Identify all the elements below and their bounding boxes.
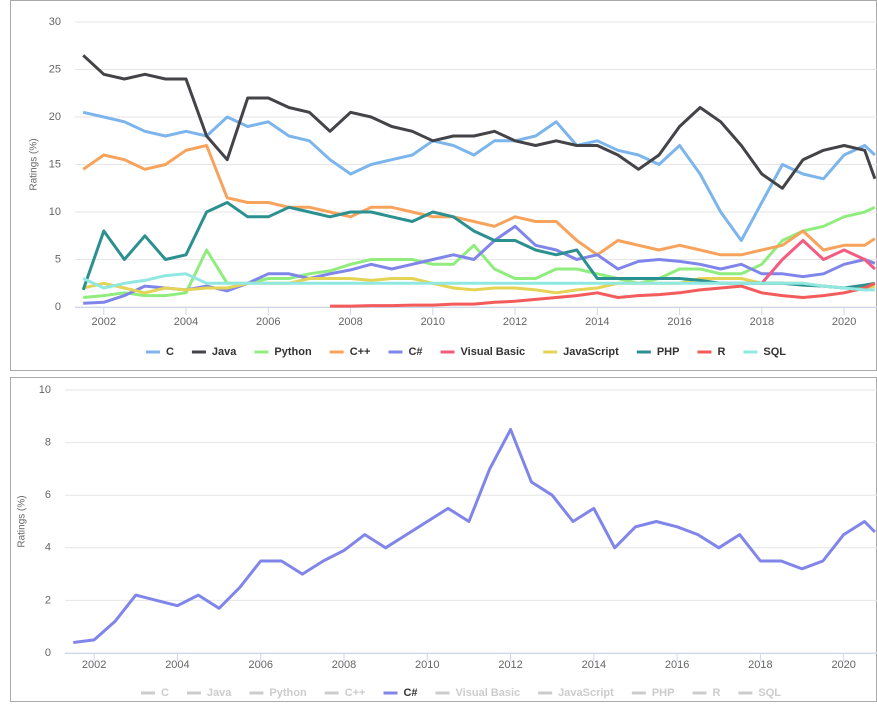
legend-item[interactable]: JavaScript	[538, 687, 614, 699]
y-tick-label: 6	[45, 489, 51, 501]
series-line	[82, 144, 876, 257]
legend-item[interactable]: C++	[329, 346, 371, 358]
y-tick-label: 30	[49, 16, 61, 28]
legend-label: R	[717, 346, 725, 358]
legend-label: JavaScript	[563, 346, 619, 358]
legend-label: Java	[212, 346, 237, 358]
series-line	[82, 277, 876, 295]
series-line	[82, 110, 876, 242]
x-tick-label: 2002	[92, 316, 116, 328]
legend-item[interactable]: R	[692, 687, 720, 699]
legend-label: Python	[269, 687, 307, 699]
legend-item[interactable]: Python	[249, 687, 307, 699]
series-line	[330, 281, 876, 308]
x-tick-label: 2018	[748, 659, 772, 671]
legend-label: PHP	[652, 687, 675, 699]
legend-label: C	[166, 346, 174, 358]
x-tick-label: 2014	[585, 316, 609, 328]
legend-label: C#	[403, 687, 417, 699]
x-tick-label: 2006	[248, 659, 272, 671]
y-tick-label: 15	[49, 158, 61, 170]
y-tick-label: 20	[49, 111, 61, 123]
legend-item[interactable]: Python	[254, 346, 312, 358]
series-line	[82, 272, 875, 292]
legend-item[interactable]: Visual Basic	[435, 687, 521, 699]
x-tick-label: 2010	[421, 316, 445, 328]
y-tick-label: 10	[39, 384, 51, 396]
y-tick-label: 5	[55, 253, 61, 265]
x-tick-label: 2016	[665, 659, 689, 671]
x-tick-label: 2004	[165, 659, 189, 671]
y-tick-label: 10	[49, 206, 61, 218]
legend-item[interactable]: PHP	[636, 346, 680, 358]
x-tick-label: 2012	[498, 659, 522, 671]
legend-label: C++	[350, 346, 371, 358]
y-axis-title: Ratings (%)	[17, 495, 28, 547]
legend-item[interactable]: JavaScript	[543, 346, 619, 358]
legend-item[interactable]: Visual Basic	[440, 346, 526, 358]
legend-item[interactable]: Java	[191, 346, 237, 358]
series-line	[760, 239, 876, 285]
x-tick-label: 2012	[503, 316, 527, 328]
legend-label: C#	[408, 346, 422, 358]
legend-label: Visual Basic	[456, 687, 521, 699]
legend-label: Python	[274, 346, 312, 358]
x-tick-label: 2018	[750, 316, 774, 328]
legend-item[interactable]: SQL	[738, 687, 781, 699]
y-tick-label: 8	[45, 437, 51, 449]
x-tick-label: 2002	[82, 659, 106, 671]
y-tick-label: 4	[45, 542, 51, 554]
x-tick-label: 2008	[332, 659, 356, 671]
legend-item[interactable]: PHP	[631, 687, 675, 699]
y-tick-label: 0	[45, 647, 51, 659]
series-line	[73, 428, 876, 644]
y-axis-title: Ratings (%)	[29, 138, 40, 190]
legend: C Java Python C++ C# Visual Basic JavaScript PH…	[140, 687, 781, 699]
legend-label: JavaScript	[558, 687, 614, 699]
legend-label: Visual Basic	[461, 346, 526, 358]
legend-item[interactable]: C#	[383, 687, 418, 699]
legend-item[interactable]: C	[140, 687, 169, 699]
x-tick-label: 2014	[582, 659, 606, 671]
y-tick-label: 2	[45, 594, 51, 606]
series-line	[82, 54, 877, 190]
x-tick-label: 2010	[415, 659, 439, 671]
legend-item[interactable]: C#	[388, 346, 423, 358]
legend-label: C++	[345, 687, 366, 699]
legend-label: Java	[207, 687, 232, 699]
legend-label: SQL	[758, 687, 781, 699]
legend-label: SQL	[763, 346, 786, 358]
legend-item[interactable]: C	[145, 346, 174, 358]
legend-item[interactable]: SQL	[743, 346, 786, 358]
x-tick-label: 2020	[831, 659, 855, 671]
legend-item[interactable]: C++	[324, 687, 366, 699]
legend-item[interactable]: R	[697, 346, 725, 358]
legend-item[interactable]: Java	[186, 687, 232, 699]
x-tick-label: 2008	[338, 316, 362, 328]
x-tick-label: 2004	[174, 316, 198, 328]
legend-label: R	[712, 687, 720, 699]
legend-label: PHP	[657, 346, 680, 358]
legend-label: C	[161, 687, 169, 699]
legend: C Java Python C++ C# Visual Basic JavaScript PH…	[145, 346, 786, 358]
y-tick-label: 25	[49, 63, 61, 75]
x-tick-label: 2006	[256, 316, 280, 328]
y-tick-label: 0	[55, 301, 61, 313]
x-tick-label: 2016	[667, 316, 691, 328]
x-tick-label: 2020	[832, 316, 856, 328]
